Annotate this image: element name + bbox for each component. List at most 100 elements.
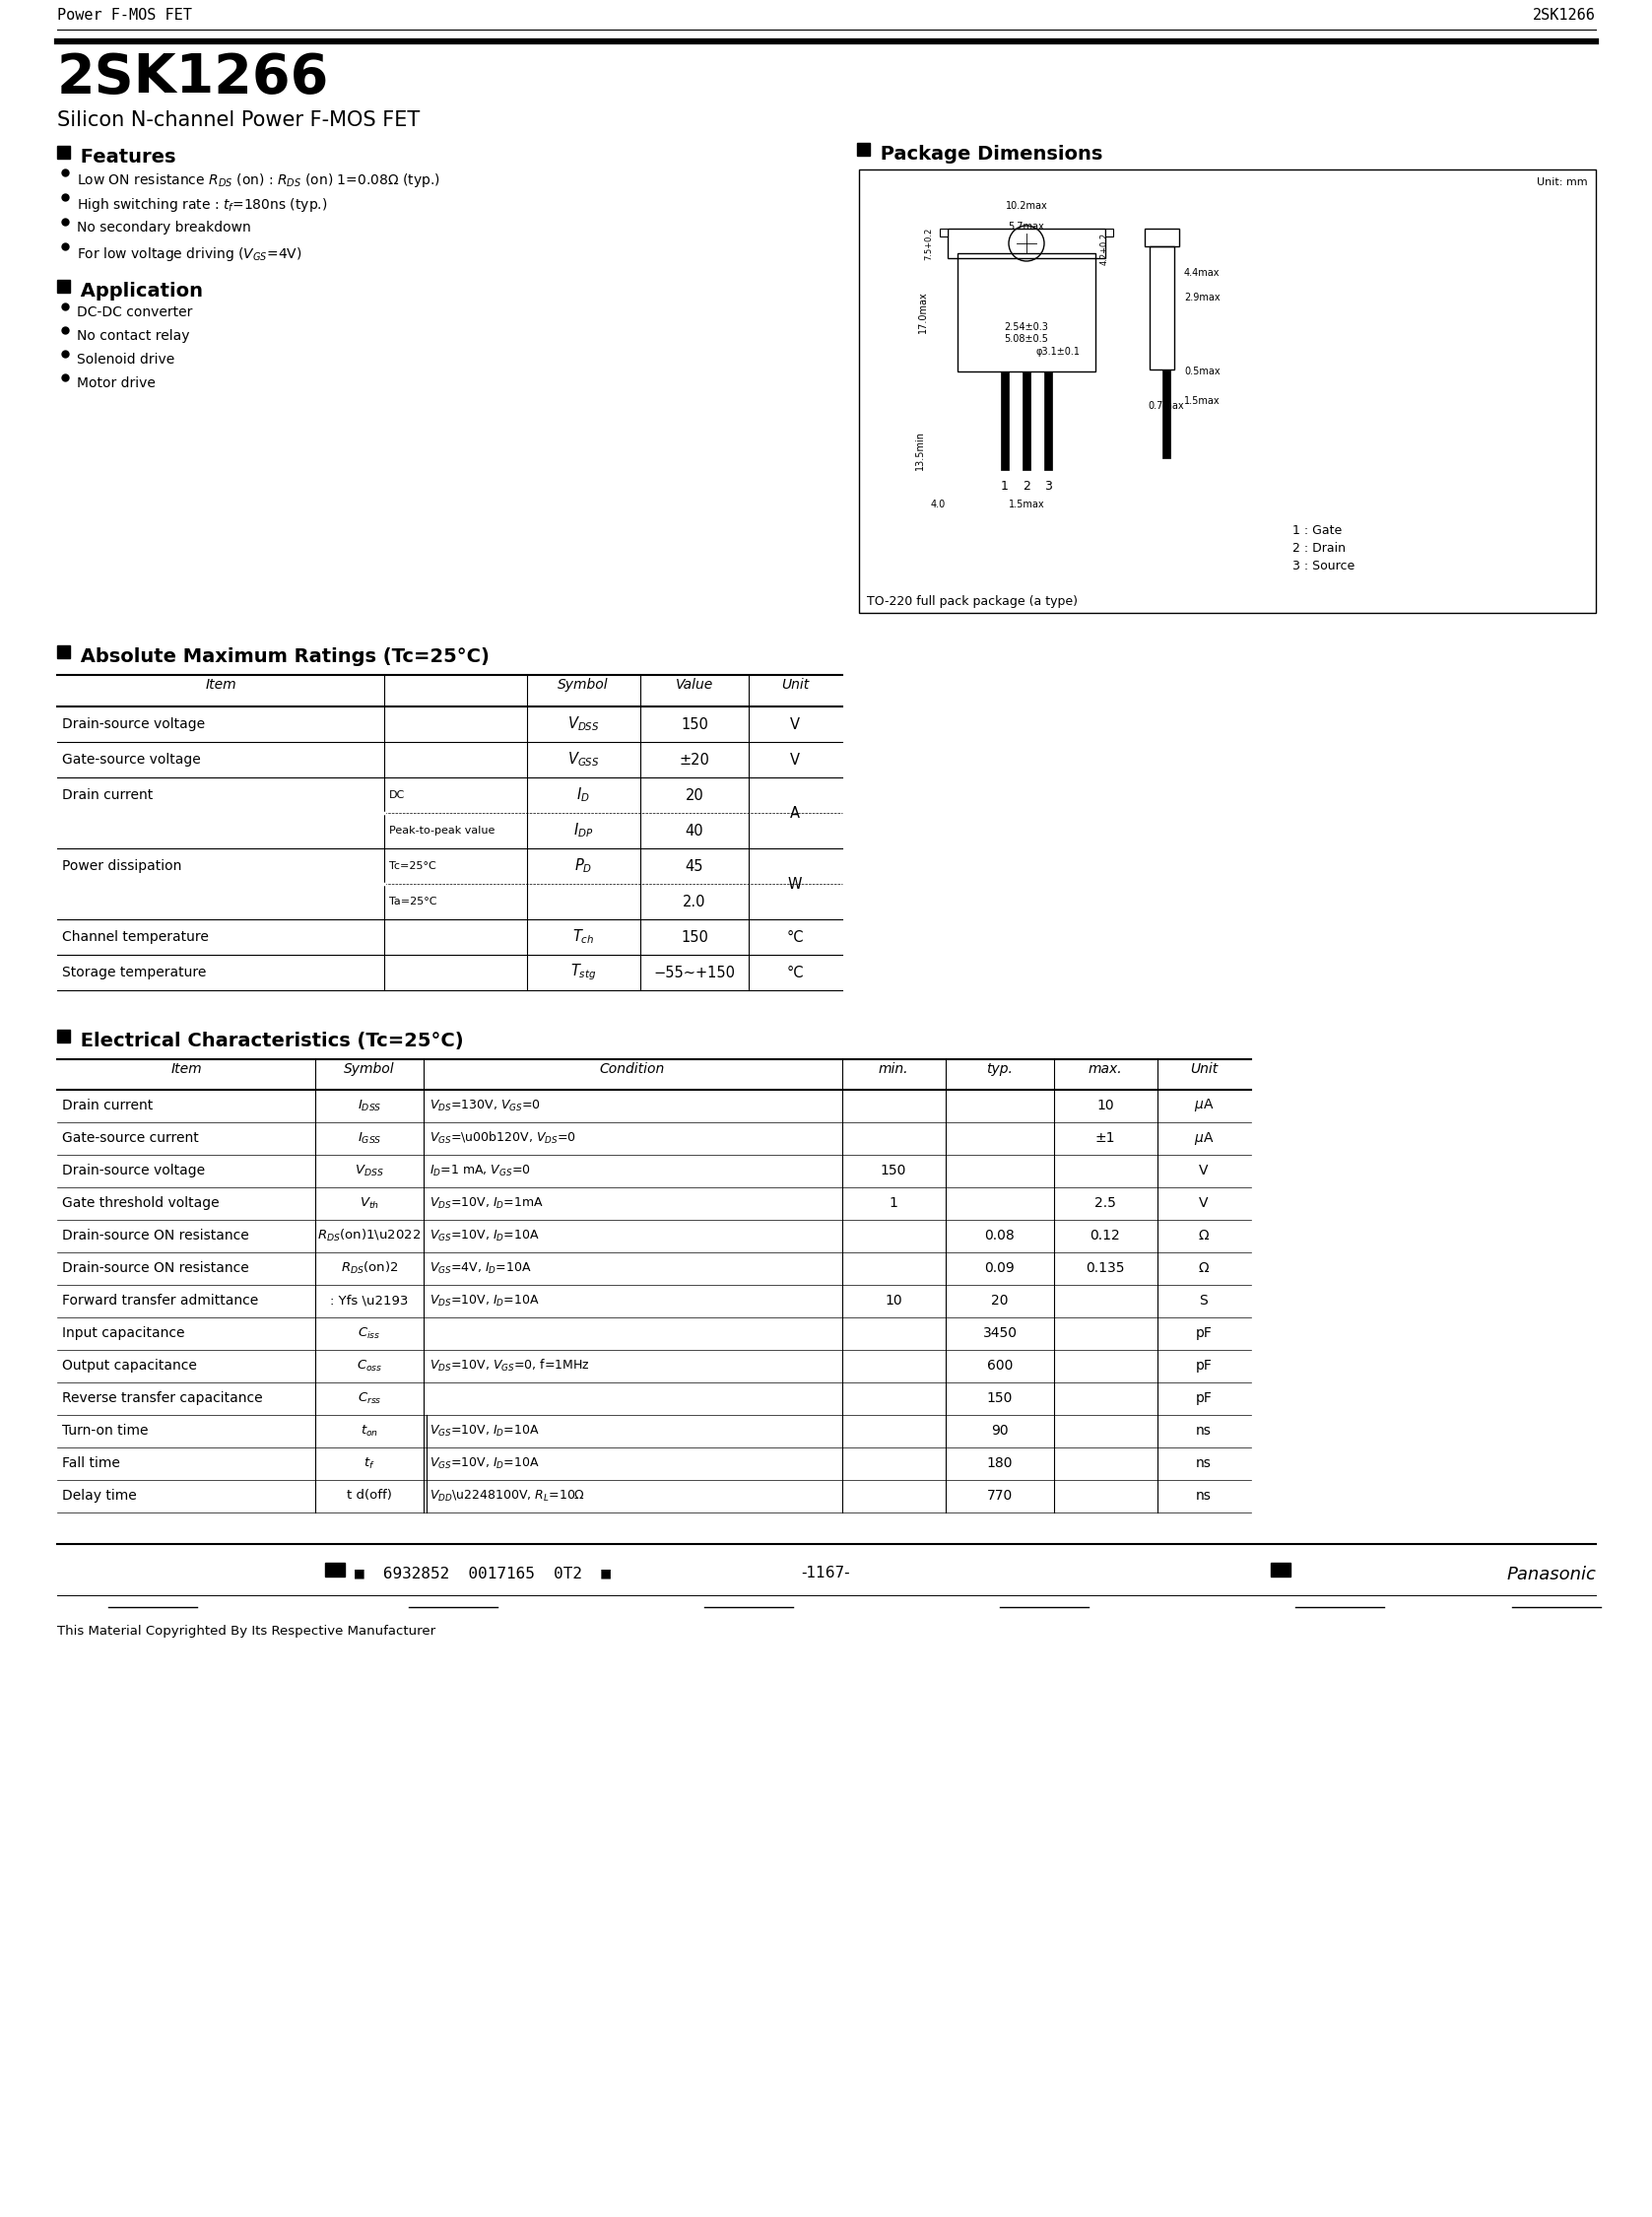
Text: $V_{GSS}$: $V_{GSS}$ [567,752,600,769]
Text: Drain-source ON resistance: Drain-source ON resistance [63,1261,249,1275]
Text: High switching rate : $t_f$=180ns (typ.): High switching rate : $t_f$=180ns (typ.) [78,195,327,213]
Text: Drain-source voltage: Drain-source voltage [63,718,205,732]
Bar [1105,228,1113,237]
Text: 2SK1266: 2SK1266 [1533,9,1596,22]
Text: 0.5max: 0.5max [1184,366,1221,377]
Text: Symbol: Symbol [558,678,608,692]
Text: $V_{GS}$=4V, $I_D$=10A: $V_{GS}$=4V, $I_D$=10A [430,1261,532,1275]
Text: $C_{oss}$: $C_{oss}$ [357,1359,382,1372]
Text: 10.2max: 10.2max [1006,202,1047,211]
Text: Value: Value [676,678,714,692]
Text: 0.08: 0.08 [985,1228,1014,1242]
Text: pF: pF [1196,1359,1213,1372]
Text: 2 : Drain: 2 : Drain [1292,541,1346,554]
Text: min.: min. [879,1062,909,1075]
Text: A: A [790,805,800,820]
Text: $R_{DS}$(on)2: $R_{DS}$(on)2 [340,1259,398,1277]
Text: 3: 3 [1044,479,1052,492]
Text: $t_{on}$: $t_{on}$ [360,1423,378,1439]
Bar [58,279,69,293]
Bar [1044,372,1052,470]
Text: Absolute Maximum Ratings (Tc=25°C): Absolute Maximum Ratings (Tc=25°C) [74,647,489,665]
Text: Item: Item [170,1062,202,1075]
Text: ■  6932852  0017165  0T2  ■: ■ 6932852 0017165 0T2 ■ [355,1565,611,1581]
Bar [1145,228,1180,246]
Text: $V_{DSS}$: $V_{DSS}$ [355,1164,383,1177]
Text: $V_{GS}$=10V, $I_D$=10A: $V_{GS}$=10V, $I_D$=10A [430,1423,540,1439]
Text: $I_{GSS}$: $I_{GSS}$ [357,1131,382,1146]
Text: $\mu$A: $\mu$A [1194,1097,1214,1113]
Text: W: W [788,876,803,891]
Text: max.: max. [1089,1062,1122,1075]
Text: 0.12: 0.12 [1090,1228,1120,1242]
Text: Item: Item [205,678,236,692]
Text: 4.2+0.2: 4.2+0.2 [1100,233,1108,264]
Bar [58,146,69,160]
Text: Motor drive: Motor drive [78,377,155,390]
Text: Features: Features [74,149,175,166]
Text: ±1: ±1 [1095,1131,1115,1144]
Text: 1: 1 [1001,479,1009,492]
Text: ns: ns [1196,1457,1211,1470]
Text: ±20: ±20 [679,752,710,767]
Text: $V_{DSS}$: $V_{DSS}$ [567,716,600,734]
Text: Turn-on time: Turn-on time [63,1423,149,1437]
Bar [859,168,1596,612]
Text: ns: ns [1196,1423,1211,1437]
Text: Drain current: Drain current [63,789,154,803]
Text: 150: 150 [681,929,709,944]
Bar [857,142,871,155]
Text: $R_{DS}$(on)1\u2022: $R_{DS}$(on)1\u2022 [317,1228,421,1244]
Text: Peak-to-peak value: Peak-to-peak value [390,825,496,836]
Text: $C_{iss}$: $C_{iss}$ [358,1326,382,1341]
Text: $C_{rss}$: $C_{rss}$ [357,1390,382,1406]
Text: Silicon N-channel Power F-MOS FET: Silicon N-channel Power F-MOS FET [58,111,420,131]
Bar [958,253,1095,372]
Bar [1163,370,1170,459]
Text: ns: ns [1196,1490,1211,1503]
Text: Drain-source voltage: Drain-source voltage [63,1164,205,1177]
Text: 13.5min: 13.5min [915,430,925,470]
Text: $\mu$A: $\mu$A [1194,1131,1214,1146]
Text: Input capacitance: Input capacitance [63,1326,185,1339]
Bar [1270,1563,1290,1576]
Text: $T_{stg}$: $T_{stg}$ [570,962,596,982]
Text: 150: 150 [881,1164,907,1177]
Text: pF: pF [1196,1392,1213,1406]
Text: $I_D$=1 mA, $V_{GS}$=0: $I_D$=1 mA, $V_{GS}$=0 [430,1164,530,1177]
Bar [325,1563,345,1576]
Text: typ.: typ. [986,1062,1013,1075]
Text: 4.4max: 4.4max [1184,268,1221,277]
Text: V: V [790,752,800,767]
Text: -1167-: -1167- [801,1565,849,1581]
Text: Power F-MOS FET: Power F-MOS FET [58,9,192,22]
Text: 17.0max: 17.0max [919,290,928,333]
Text: V: V [1199,1197,1209,1210]
Text: 770: 770 [986,1490,1013,1503]
Bar [1150,246,1175,370]
Text: $V_{GS}$=10V, $I_D$=10A: $V_{GS}$=10V, $I_D$=10A [430,1457,540,1470]
Text: 600: 600 [986,1359,1013,1372]
Text: 4.0: 4.0 [930,499,945,510]
Text: °C: °C [786,964,803,980]
Text: V: V [1199,1164,1209,1177]
Text: 2SK1266: 2SK1266 [58,51,329,104]
Text: Drain current: Drain current [63,1100,154,1113]
Text: $V_{DS}$=10V, $I_D$=10A: $V_{DS}$=10V, $I_D$=10A [430,1293,540,1308]
Text: 1.5max: 1.5max [1008,499,1044,510]
Text: Unit: mm: Unit: mm [1536,177,1588,186]
Text: 5.08±0.5: 5.08±0.5 [1004,335,1049,344]
Text: $V_{th}$: $V_{th}$ [360,1195,380,1210]
Text: 0.7max: 0.7max [1148,401,1184,410]
Text: 1.5max: 1.5max [1184,397,1221,406]
Text: pF: pF [1196,1326,1213,1339]
Text: Drain-source ON resistance: Drain-source ON resistance [63,1228,249,1242]
Text: Ta=25°C: Ta=25°C [390,896,436,907]
Text: 2.54±0.3: 2.54±0.3 [1004,321,1049,333]
Text: TO-220 full pack package (a type): TO-220 full pack package (a type) [867,594,1077,607]
Text: No secondary breakdown: No secondary breakdown [78,222,251,235]
Text: 180: 180 [986,1457,1013,1470]
Text: Package Dimensions: Package Dimensions [874,144,1102,164]
Text: 7.5+0.2: 7.5+0.2 [923,226,933,259]
Text: No contact relay: No contact relay [78,328,190,344]
